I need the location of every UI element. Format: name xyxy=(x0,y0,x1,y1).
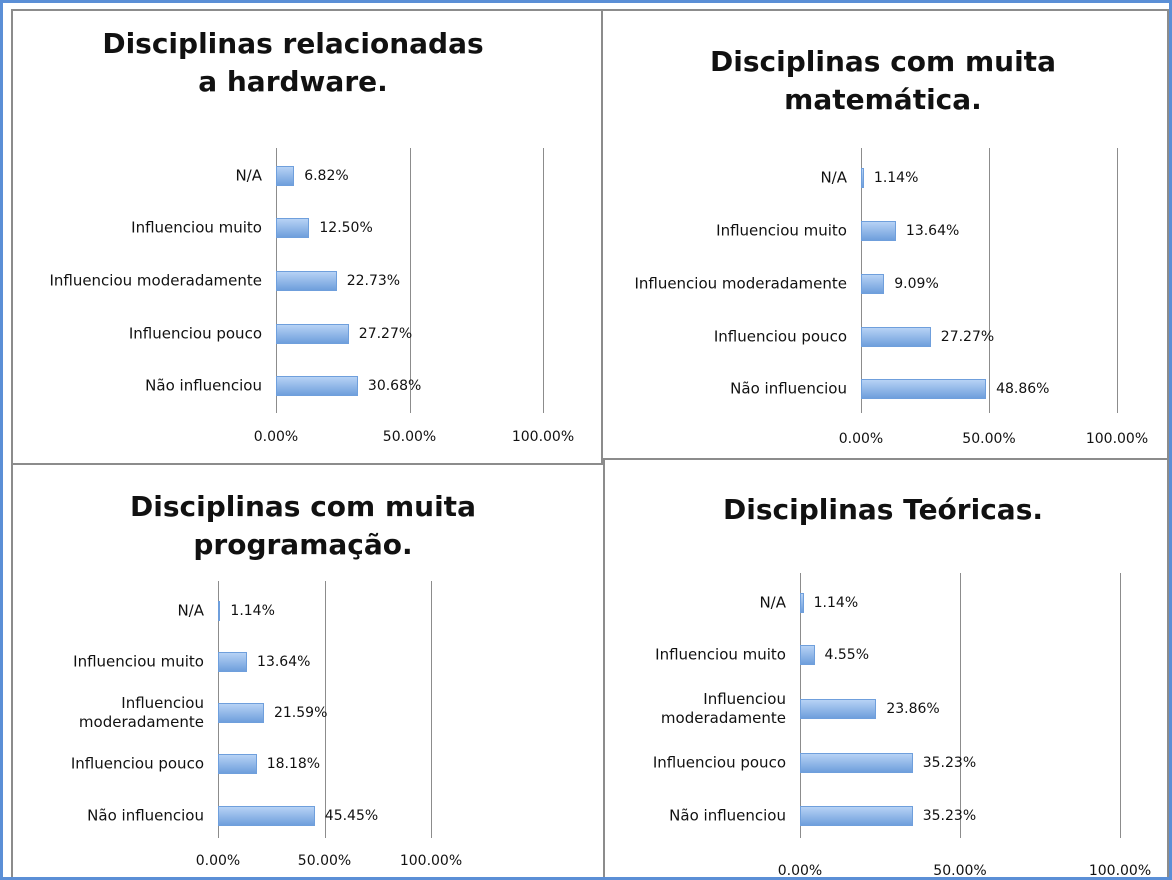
data-label: 13.64% xyxy=(905,223,960,239)
grid-line xyxy=(324,581,326,838)
category-label: Influenciou muito xyxy=(73,652,204,671)
bar xyxy=(800,806,913,826)
bar xyxy=(276,166,295,186)
bar xyxy=(218,806,315,826)
bar xyxy=(861,221,896,241)
bar xyxy=(276,271,337,291)
chart-title: Disciplinas relacionadas a hardware. xyxy=(102,27,484,98)
x-tick-label: 50.00% xyxy=(933,863,987,879)
category-label: Influenciou pouco xyxy=(713,327,847,346)
data-label: 35.23% xyxy=(922,808,977,824)
data-label: 23.86% xyxy=(886,701,940,717)
category-label: N/A xyxy=(820,168,847,187)
data-label: 45.45% xyxy=(324,808,379,824)
bar xyxy=(861,379,987,399)
category-label: Influenciou pouco xyxy=(128,324,262,343)
x-tick-label: 100.00% xyxy=(399,853,463,869)
category-label: Influenciou muito xyxy=(655,645,786,664)
bar xyxy=(800,753,913,773)
bar xyxy=(800,593,804,613)
x-tick-label: 0.00% xyxy=(777,863,823,879)
data-label: 4.55% xyxy=(824,647,870,663)
grid-line xyxy=(1117,148,1118,413)
category-label: N/A xyxy=(235,166,262,185)
data-label: 21.59% xyxy=(273,705,328,721)
chart-title: Disciplinas Teóricas. xyxy=(723,493,1043,526)
chart-title: Disciplinas com muita matemática. xyxy=(710,45,1056,116)
category-label: Não influenciou xyxy=(669,806,786,825)
data-label: 1.14% xyxy=(873,170,919,186)
category-label: Influenciou muito xyxy=(131,218,262,237)
data-label: 30.68% xyxy=(367,378,422,394)
bar xyxy=(218,703,264,723)
data-label: 1.14% xyxy=(230,603,275,619)
bar xyxy=(276,376,358,396)
bar xyxy=(800,645,815,665)
bar xyxy=(861,168,864,188)
bar xyxy=(276,218,310,238)
bar xyxy=(218,754,257,774)
category-label: N/A xyxy=(177,601,204,620)
category-label: Influenciou pouco xyxy=(70,754,204,773)
data-label: 18.18% xyxy=(266,756,321,772)
category-label: Influenciou pouco xyxy=(652,753,786,772)
bar xyxy=(218,601,221,621)
category-label: Não influenciou xyxy=(145,376,262,395)
data-label: 35.23% xyxy=(922,755,977,771)
data-label: 12.50% xyxy=(319,220,373,236)
category-label: Influenciou moderadamente xyxy=(634,274,847,293)
data-label: 48.86% xyxy=(996,381,1050,397)
x-tick-label: 100.00% xyxy=(1085,431,1149,447)
data-label: 9.09% xyxy=(894,276,939,292)
x-tick-label: 100.00% xyxy=(1088,863,1152,879)
data-label: 22.73% xyxy=(346,273,401,289)
grid-line xyxy=(543,148,544,413)
grid-line xyxy=(989,148,990,413)
panel xyxy=(603,458,1169,877)
grid-line xyxy=(1120,573,1121,838)
chart-title: Disciplinas com muita programação. xyxy=(130,490,476,561)
x-tick-label: 100.00% xyxy=(511,429,575,445)
x-tick-label: 0.00% xyxy=(253,429,299,445)
grid-line xyxy=(960,573,961,838)
bar xyxy=(276,324,349,344)
data-label: 27.27% xyxy=(940,329,995,345)
data-label: 1.14% xyxy=(813,595,859,611)
data-label: 13.64% xyxy=(257,654,311,670)
x-tick-label: 0.00% xyxy=(838,431,884,447)
category-label: Influenciou moderadamente xyxy=(49,271,262,290)
x-tick-label: 0.00% xyxy=(195,853,241,869)
category-label: Não influenciou xyxy=(730,379,847,398)
category-label: Influenciou muito xyxy=(716,221,847,240)
x-tick-label: 50.00% xyxy=(962,431,1016,447)
grid-line xyxy=(409,148,411,413)
x-tick-label: 50.00% xyxy=(297,853,352,869)
bar xyxy=(861,274,885,294)
category-label: Não influenciou xyxy=(87,806,204,825)
grid-line xyxy=(431,581,432,838)
data-label: 6.82% xyxy=(304,168,349,184)
bar xyxy=(800,699,877,719)
category-label: Influenciou moderadamente xyxy=(78,694,204,731)
category-label: N/A xyxy=(759,593,786,612)
bar xyxy=(218,652,248,672)
category-label: Influenciou moderadamente xyxy=(660,690,786,727)
x-tick-label: 50.00% xyxy=(382,429,437,445)
data-label: 27.27% xyxy=(358,326,413,342)
bar xyxy=(861,327,931,347)
